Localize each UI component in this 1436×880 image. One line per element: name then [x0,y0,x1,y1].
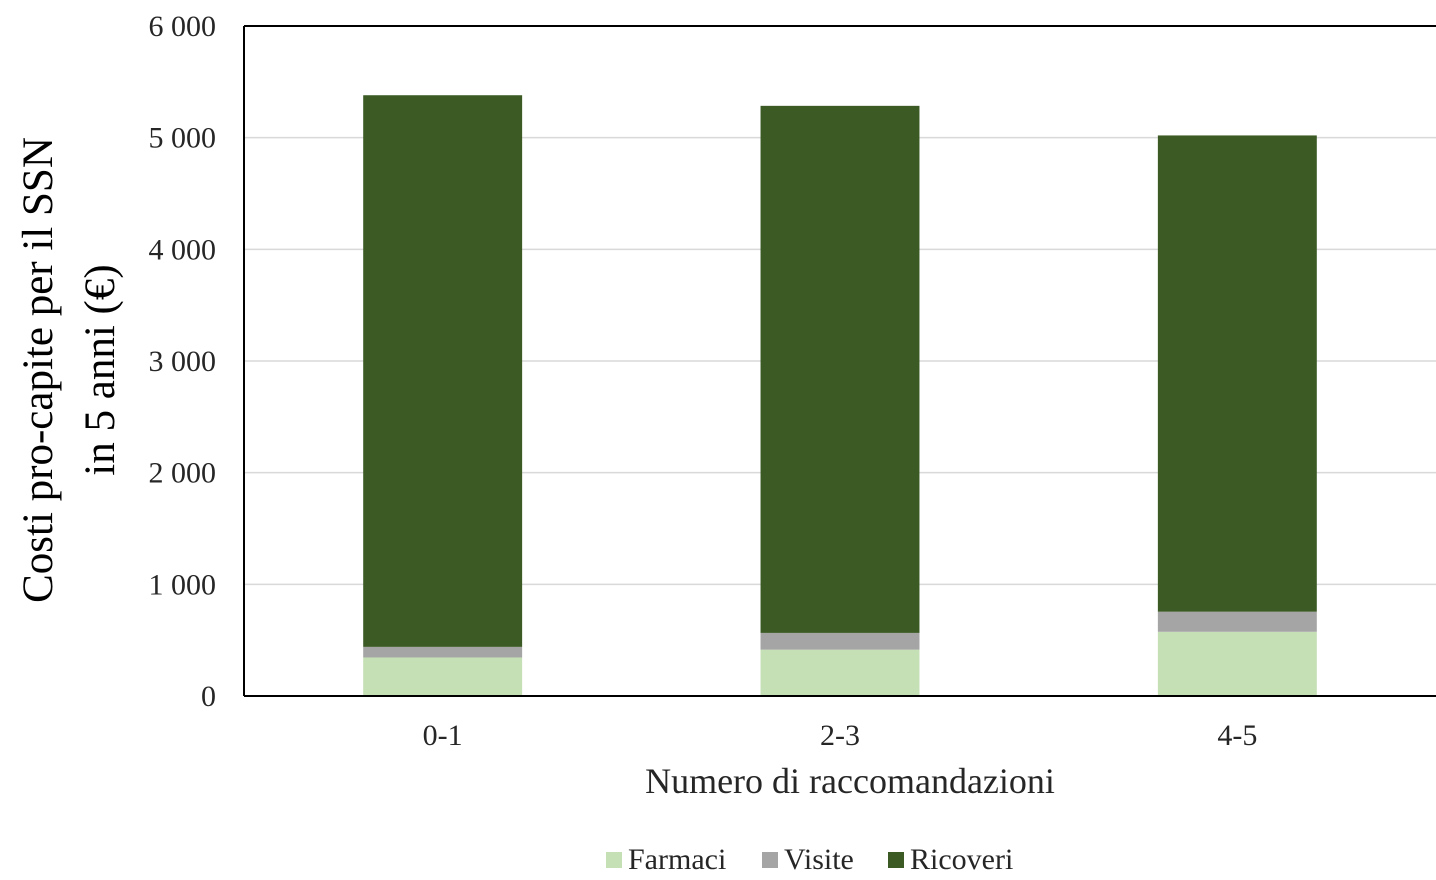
bars [363,95,1317,696]
legend-swatch [762,852,778,868]
bar-segment-visite-4-5 [1157,611,1317,632]
y-axis-title: Costi pro-capite per il SSN in 5 anni (€… [15,137,124,603]
bar-segment-ricoveri-2-3 [760,105,920,633]
x-tick-label: 2-3 [820,719,860,752]
legend-item-ricoveri: Ricoveri [888,843,1013,876]
y-tick-label: 0 [201,680,216,713]
bar-segment-farmaci-2-3 [760,649,920,696]
y-tick-label: 3 000 [149,345,217,378]
y-axis-title-line-2: in 5 anni (€) [77,264,124,475]
y-tick-label: 2 000 [149,457,217,490]
legend-label: Farmaci [628,843,726,875]
bar-segment-ricoveri-0-1 [363,95,523,647]
y-axis-title-line-1: Costi pro-capite per il SSN [15,137,62,603]
y-tick-label: 1 000 [149,568,217,601]
bar-segment-farmaci-0-1 [363,657,523,696]
x-tick-labels: 0-1 2-3 4-5 [423,719,1258,752]
bar-segment-visite-2-3 [760,632,920,650]
legend-label: Ricoveri [910,843,1013,875]
legend-item-farmaci: Farmaci [606,843,726,876]
y-tick-label: 5 000 [149,122,217,155]
legend-item-visite: Visite [762,843,854,876]
legend-label: Visite [784,843,854,875]
y-tick-label: 4 000 [149,233,217,266]
bar-segment-ricoveri-4-5 [1157,135,1317,612]
bar-segment-visite-0-1 [363,646,523,658]
legend-swatch [888,852,904,868]
x-tick-label: 0-1 [423,719,463,752]
bar-segment-farmaci-4-5 [1157,631,1317,696]
y-tick-labels: 0 1 000 2 000 3 000 4 000 5 000 6 000 [149,10,217,713]
x-tick-label: 4-5 [1217,719,1257,752]
axes [243,25,1436,697]
y-tick-label: 6 000 [149,10,217,43]
legend: Farmaci Visite Ricoveri [606,843,1013,876]
x-axis-title: Numero di raccomandazioni [645,761,1055,801]
legend-swatch [606,852,622,868]
